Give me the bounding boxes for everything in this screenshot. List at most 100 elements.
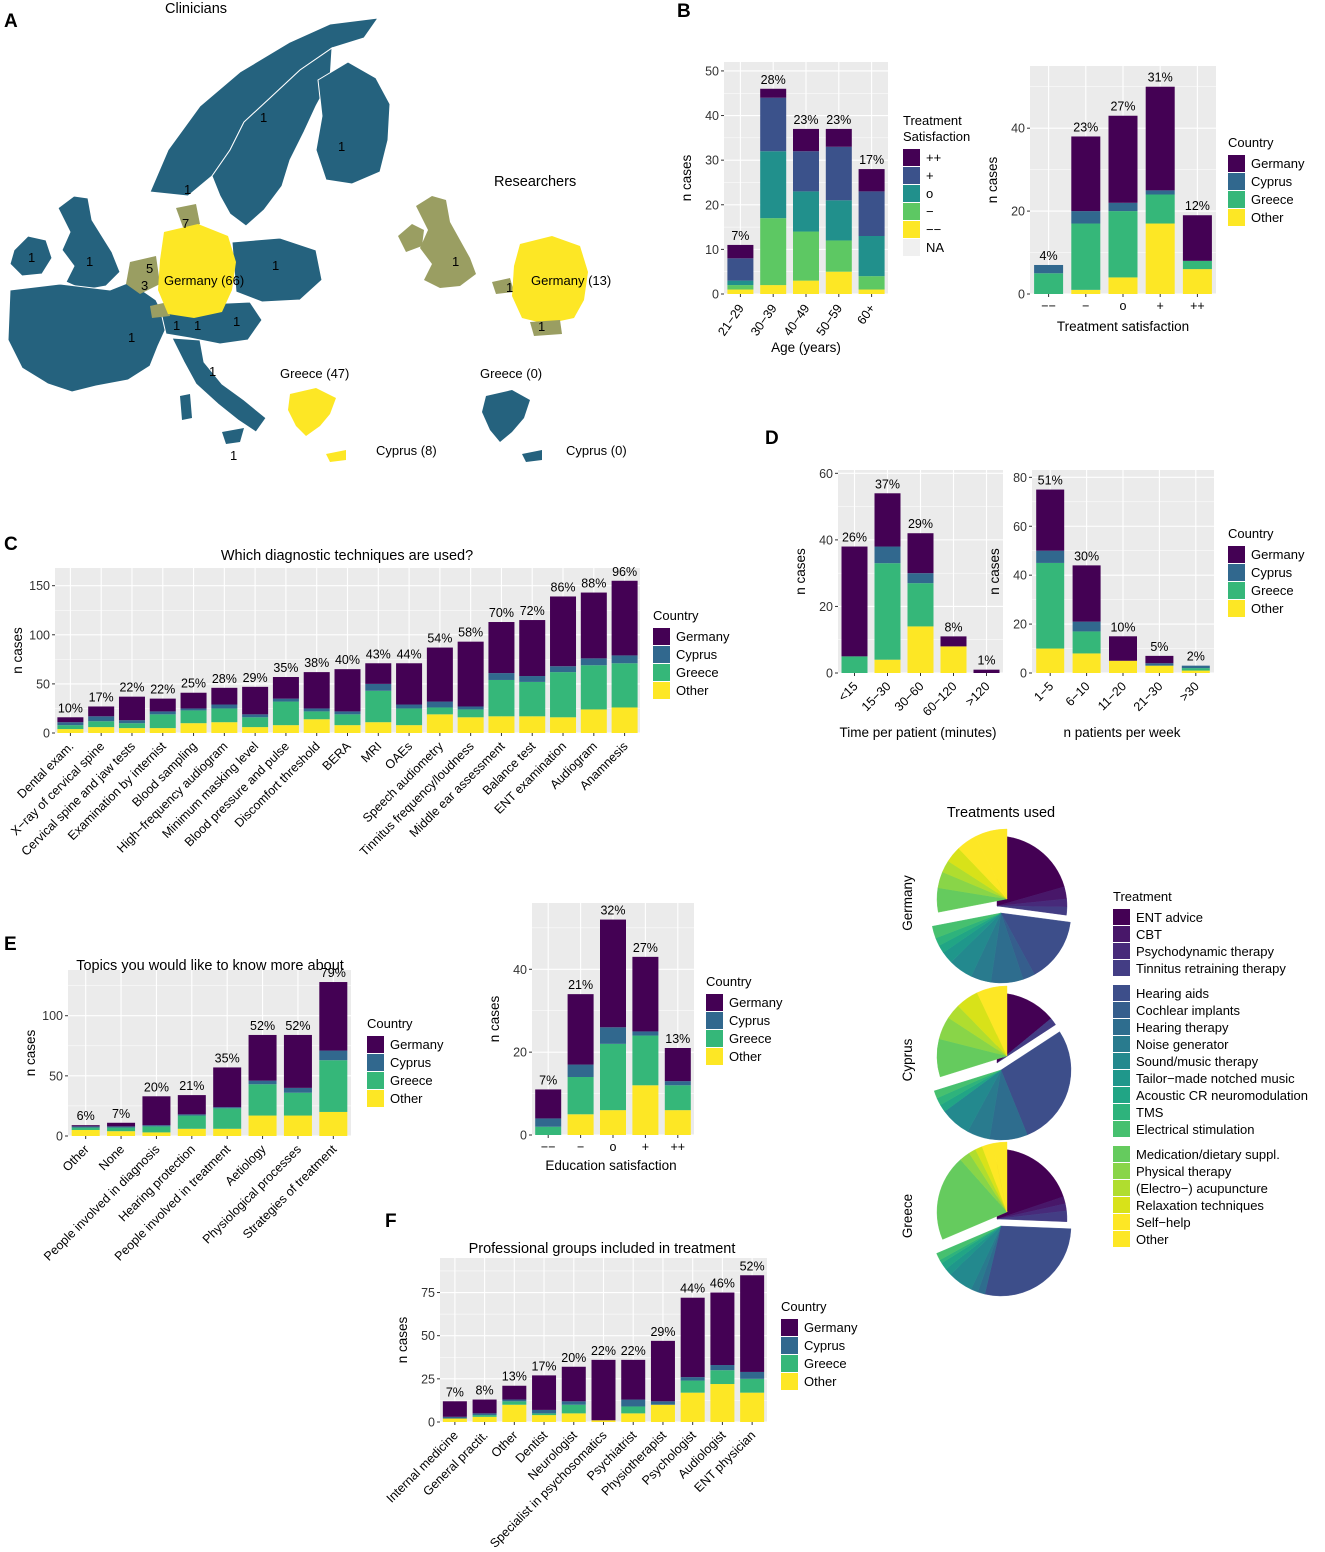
- bar-segment-sat-o: [793, 191, 819, 232]
- legend-swatch: [1113, 1104, 1130, 1120]
- bar-segment-greece: [319, 1060, 348, 1112]
- legend-swatch: [367, 1090, 384, 1107]
- map-count-label: 1: [338, 139, 345, 154]
- bar-segment-cyprus: [107, 1126, 136, 1128]
- bar-segment-sat-o: [727, 280, 754, 286]
- bar-segment-germany: [841, 546, 868, 657]
- bar-segment-greece: [519, 681, 546, 717]
- bar-segment-cyprus: [600, 1027, 626, 1044]
- map-count-label: 7: [182, 216, 189, 231]
- x-tick-label: 15−30: [859, 679, 894, 714]
- bar-segment-other: [396, 725, 423, 733]
- percent-label: 23%: [1073, 120, 1098, 134]
- bar-segment-greece: [472, 1415, 497, 1417]
- pie-slice: [936, 1159, 1008, 1240]
- legend-swatch: [653, 682, 670, 699]
- map-country-label: Greece (47): [280, 366, 349, 381]
- bar-segment-sat-pp: [760, 88, 787, 98]
- pie-slice: [933, 1069, 1002, 1099]
- bar-segment-other: [567, 1114, 594, 1135]
- legend-swatch: [1113, 985, 1130, 1001]
- percent-label: 52%: [285, 1019, 310, 1033]
- percent-label: 7%: [112, 1107, 130, 1121]
- legend-swatch: [903, 221, 920, 238]
- bar-segment-cyprus: [242, 714, 269, 718]
- legend-label: Greece: [729, 1031, 772, 1046]
- percent-label: 13%: [502, 1370, 527, 1384]
- y-tick-label: 0: [826, 667, 833, 681]
- bar-segment-sat-o: [858, 236, 885, 277]
- panel-label-f: F: [385, 1211, 397, 1232]
- bar-segment-other: [334, 725, 361, 733]
- bar-segment-germany: [283, 1034, 312, 1088]
- map-region-sweden: [211, 47, 333, 227]
- panel-label-c: C: [4, 534, 18, 555]
- legend-label: Germany: [390, 1037, 444, 1052]
- bar-segment-greece: [142, 1126, 171, 1133]
- x-tick-label: 21−29: [715, 302, 747, 339]
- bar-segment-germany: [396, 663, 423, 705]
- bar-segment-greece: [426, 707, 453, 715]
- percent-label: 25%: [181, 677, 206, 691]
- legend-title: Country: [1228, 526, 1274, 541]
- percent-label: 29%: [908, 517, 933, 531]
- legend-swatch: [1113, 1053, 1130, 1069]
- legend-swatch: [1113, 1163, 1130, 1179]
- bar-segment-germany: [940, 636, 967, 647]
- bar-segment-germany: [213, 1067, 242, 1108]
- legend-label: Greece: [1251, 192, 1294, 207]
- percent-label: 46%: [710, 1277, 735, 1291]
- bar-segment-other: [591, 1420, 616, 1422]
- legend-label: Psychodynamic therapy: [1136, 944, 1275, 959]
- legend-label: Acoustic CR neuromodulation: [1136, 1088, 1308, 1103]
- x-tick-label: 1−5: [1031, 679, 1056, 704]
- x-tick-label: 21−30: [1131, 679, 1166, 714]
- map-count-label: 1: [260, 110, 267, 125]
- bar-segment-germany: [874, 493, 901, 547]
- bar-segment-other: [532, 1415, 557, 1422]
- bar-segment-other: [632, 1085, 659, 1135]
- map-region-denmark: [176, 204, 200, 230]
- bar-segment-germany: [632, 956, 659, 1032]
- bar-segment-germany: [177, 1095, 206, 1115]
- legend-swatch: [1228, 191, 1245, 208]
- treatments-pie-charts: Treatments used Germany Cyprus Greece Treatm…: [900, 805, 1308, 1297]
- map-region-benelux: [126, 256, 160, 294]
- legend-swatch: [1228, 600, 1245, 617]
- bar-segment-other: [519, 716, 546, 733]
- map-region-cyprus: [326, 450, 346, 462]
- percent-label: 17%: [532, 1359, 557, 1373]
- bar-segment-cyprus: [502, 1399, 527, 1402]
- bar-segment-greece: [211, 708, 238, 723]
- bar-segment-cyprus: [710, 1365, 735, 1371]
- percent-label: 40%: [335, 653, 360, 667]
- bar-segment-sat-pp: [858, 169, 885, 192]
- bar-segment-cyprus: [1181, 665, 1210, 669]
- pie-slice: [975, 828, 1008, 900]
- legend-swatch: [706, 1030, 723, 1047]
- bar-segment-germany: [248, 1034, 277, 1081]
- map-region-uk: [416, 196, 476, 288]
- map-country-label: Germany (13): [531, 273, 611, 288]
- map-region-austria: [530, 320, 562, 336]
- legend-swatch: [1113, 1214, 1130, 1230]
- percent-label: 22%: [150, 683, 175, 697]
- percent-label: 5%: [1150, 640, 1168, 654]
- bar-segment-germany: [561, 1366, 586, 1402]
- x-tick-label: BERA: [320, 739, 354, 773]
- bar-segment-other: [71, 1129, 100, 1136]
- bar-segment-germany: [303, 672, 330, 709]
- bar-segment-germany: [488, 622, 515, 674]
- y-axis-label: n cases: [23, 1029, 38, 1076]
- bar-segment-cyprus: [550, 666, 577, 673]
- legend-swatch: [781, 1337, 798, 1354]
- bar-segment-sat-m: [858, 276, 885, 290]
- bar-segment-germany: [519, 620, 546, 677]
- percent-label: 7%: [731, 229, 749, 243]
- bar-segment-cyprus: [907, 573, 934, 584]
- bar-segment-other: [1145, 665, 1174, 673]
- legend-title: Treatment: [1113, 889, 1172, 904]
- bar-segment-other: [1108, 277, 1138, 294]
- bar-segment-germany: [442, 1401, 467, 1417]
